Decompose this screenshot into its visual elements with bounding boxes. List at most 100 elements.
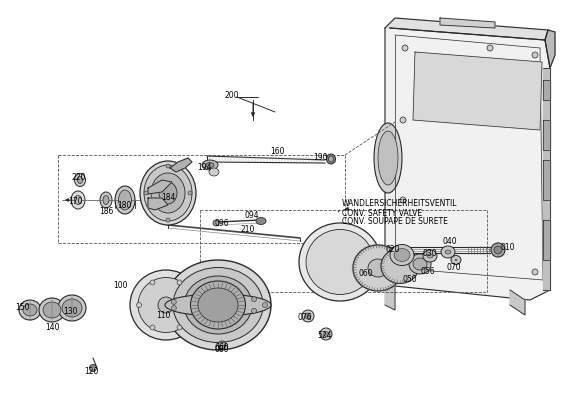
Ellipse shape bbox=[118, 190, 131, 210]
Text: 020: 020 bbox=[386, 244, 400, 254]
Ellipse shape bbox=[206, 162, 214, 168]
Ellipse shape bbox=[491, 243, 505, 257]
Text: 070: 070 bbox=[447, 264, 461, 272]
Text: WANDLERSICHERHEITSVENTIL: WANDLERSICHERHEITSVENTIL bbox=[342, 200, 457, 208]
Ellipse shape bbox=[43, 302, 61, 318]
Polygon shape bbox=[510, 290, 525, 315]
Circle shape bbox=[144, 191, 148, 195]
Ellipse shape bbox=[256, 218, 266, 224]
Ellipse shape bbox=[494, 246, 502, 254]
Ellipse shape bbox=[19, 300, 41, 320]
Ellipse shape bbox=[409, 254, 431, 274]
Text: 200: 200 bbox=[225, 90, 239, 100]
Text: 150: 150 bbox=[15, 304, 29, 312]
Text: CONV. SOUPAPE DE SURETE: CONV. SOUPAPE DE SURETE bbox=[342, 218, 448, 226]
Polygon shape bbox=[543, 80, 550, 100]
Text: 080: 080 bbox=[215, 344, 229, 354]
Polygon shape bbox=[545, 30, 555, 68]
Text: 060: 060 bbox=[359, 268, 374, 278]
Polygon shape bbox=[413, 52, 542, 130]
Text: 010: 010 bbox=[501, 244, 515, 252]
Circle shape bbox=[532, 52, 538, 58]
Ellipse shape bbox=[78, 176, 83, 184]
Text: 040: 040 bbox=[443, 236, 457, 246]
Text: 210: 210 bbox=[241, 224, 255, 234]
Circle shape bbox=[305, 313, 311, 319]
Ellipse shape bbox=[381, 248, 419, 284]
Circle shape bbox=[532, 269, 538, 275]
Ellipse shape bbox=[209, 168, 219, 176]
Ellipse shape bbox=[445, 250, 451, 254]
Ellipse shape bbox=[151, 173, 185, 213]
Ellipse shape bbox=[75, 196, 82, 204]
Ellipse shape bbox=[115, 186, 135, 214]
Ellipse shape bbox=[173, 268, 263, 342]
Circle shape bbox=[89, 364, 96, 372]
Ellipse shape bbox=[165, 294, 271, 316]
Circle shape bbox=[171, 306, 177, 310]
Polygon shape bbox=[543, 160, 550, 200]
Text: 190: 190 bbox=[313, 152, 327, 162]
Ellipse shape bbox=[451, 256, 461, 264]
Circle shape bbox=[192, 295, 197, 300]
Text: 660: 660 bbox=[215, 342, 229, 352]
Ellipse shape bbox=[368, 259, 388, 277]
Text: CONV. SAFETY VALVE: CONV. SAFETY VALVE bbox=[342, 208, 422, 218]
Circle shape bbox=[224, 294, 229, 299]
Circle shape bbox=[188, 191, 192, 195]
Circle shape bbox=[177, 280, 182, 285]
Text: 096: 096 bbox=[215, 218, 229, 228]
Ellipse shape bbox=[306, 230, 374, 294]
Circle shape bbox=[166, 218, 170, 222]
Ellipse shape bbox=[23, 304, 37, 316]
Polygon shape bbox=[170, 158, 192, 172]
Polygon shape bbox=[385, 28, 550, 300]
Ellipse shape bbox=[39, 298, 65, 322]
Ellipse shape bbox=[374, 123, 402, 193]
Ellipse shape bbox=[159, 182, 177, 204]
Polygon shape bbox=[543, 220, 550, 260]
Ellipse shape bbox=[58, 295, 86, 321]
Text: 120: 120 bbox=[84, 366, 98, 376]
Text: 094: 094 bbox=[245, 212, 259, 220]
Circle shape bbox=[218, 341, 226, 349]
Text: 170: 170 bbox=[68, 198, 82, 206]
Ellipse shape bbox=[413, 258, 427, 270]
Ellipse shape bbox=[75, 174, 85, 186]
Circle shape bbox=[191, 302, 195, 308]
Circle shape bbox=[166, 164, 170, 168]
Ellipse shape bbox=[100, 192, 112, 208]
Text: 130: 130 bbox=[63, 308, 77, 316]
Text: 524: 524 bbox=[318, 332, 332, 340]
Polygon shape bbox=[385, 280, 395, 310]
Polygon shape bbox=[148, 180, 172, 194]
Polygon shape bbox=[440, 18, 495, 28]
Ellipse shape bbox=[423, 250, 437, 262]
Circle shape bbox=[251, 297, 256, 302]
Circle shape bbox=[402, 45, 408, 51]
Text: 140: 140 bbox=[45, 324, 59, 332]
Ellipse shape bbox=[130, 270, 202, 340]
Ellipse shape bbox=[158, 297, 174, 313]
Ellipse shape bbox=[299, 223, 381, 301]
Text: 050: 050 bbox=[402, 274, 417, 284]
Circle shape bbox=[302, 310, 314, 322]
Circle shape bbox=[224, 311, 229, 316]
Text: 184: 184 bbox=[161, 192, 175, 202]
Text: 110: 110 bbox=[156, 312, 170, 320]
Circle shape bbox=[320, 328, 332, 340]
Text: 100: 100 bbox=[113, 280, 127, 290]
Circle shape bbox=[324, 332, 328, 336]
Ellipse shape bbox=[394, 248, 410, 262]
Ellipse shape bbox=[441, 246, 455, 258]
Circle shape bbox=[150, 325, 155, 330]
Ellipse shape bbox=[71, 191, 85, 209]
Polygon shape bbox=[543, 120, 550, 150]
Ellipse shape bbox=[328, 156, 333, 162]
Ellipse shape bbox=[202, 160, 218, 170]
Circle shape bbox=[177, 325, 182, 330]
Polygon shape bbox=[148, 198, 168, 210]
Text: 056: 056 bbox=[421, 266, 435, 276]
Circle shape bbox=[263, 302, 268, 308]
Ellipse shape bbox=[198, 288, 238, 322]
